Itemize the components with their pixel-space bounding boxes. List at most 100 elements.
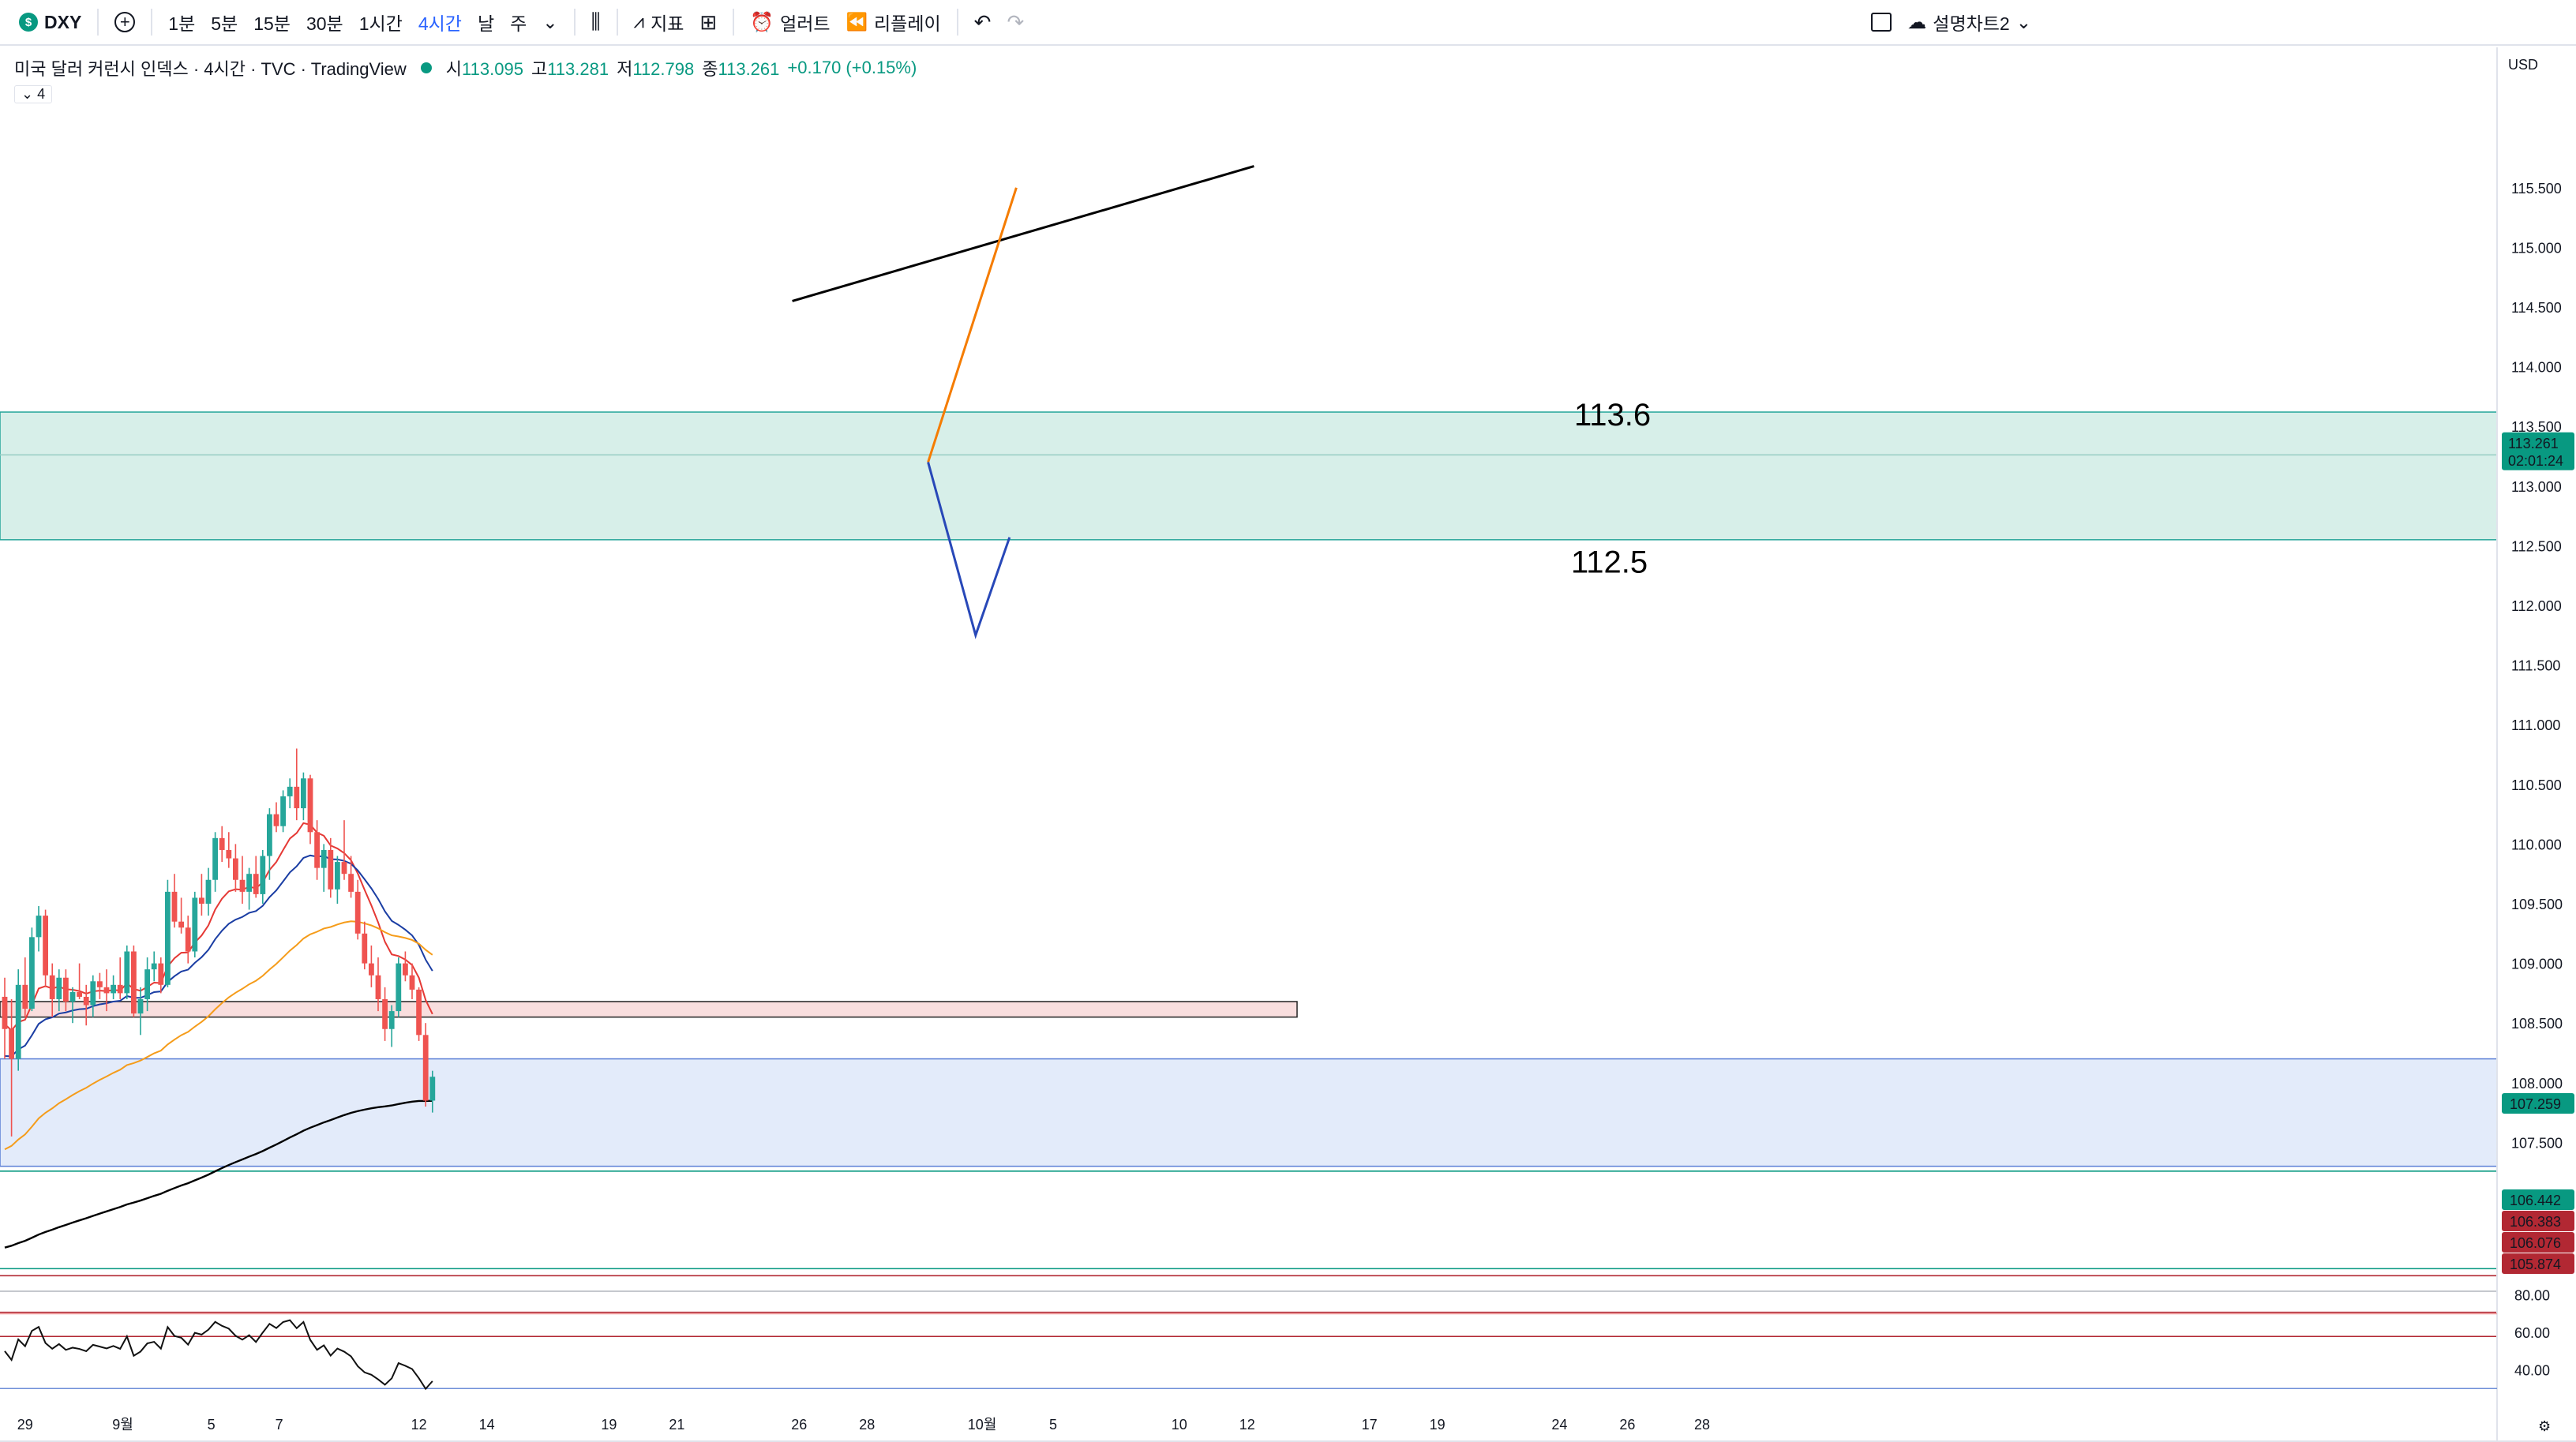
x-tick-17: 26	[1619, 1417, 1635, 1433]
candle-body-62	[422, 1035, 429, 1101]
toolbar-divider	[97, 9, 99, 36]
toolbar-divider	[956, 9, 958, 36]
bearish-projection	[927, 462, 1011, 639]
candle-body-6	[43, 916, 48, 976]
interval-dropdown[interactable]: ⌄	[534, 0, 565, 45]
candle-body-60	[409, 975, 415, 990]
undo-button[interactable]: ↶	[966, 0, 999, 45]
x-tick-12: 10	[1172, 1417, 1187, 1433]
series-line-ema-10	[4, 822, 433, 1032]
indicators-toggle[interactable]: ⌄ 4	[14, 85, 53, 103]
candle-body-24	[165, 891, 171, 985]
y-tick-14: 108.500	[2511, 1016, 2563, 1032]
y-tick-9: 111.000	[2511, 717, 2560, 733]
candle-body-29	[199, 897, 204, 904]
x-tick-6: 19	[601, 1417, 617, 1433]
compare-button[interactable]: +	[107, 0, 143, 45]
fullscreen-button[interactable]	[1863, 0, 1899, 45]
series-line-ema-20	[4, 854, 433, 1058]
grid-icon: ⊞	[699, 9, 718, 34]
chevron-down-icon: ⌄	[2015, 11, 2031, 32]
alert-button[interactable]: ⏰ 얼러트	[742, 0, 838, 45]
x-tick-5: 14	[479, 1417, 495, 1433]
interval-1h[interactable]: 1시간	[358, 13, 403, 34]
chart-background	[0, 47, 2576, 1442]
candle-body-52	[354, 891, 361, 934]
candle-body-51	[348, 874, 354, 892]
candle-body-50	[341, 862, 347, 875]
candle-body-44	[301, 778, 306, 809]
indicators-label: 지표	[651, 13, 684, 34]
toolbar-divider	[733, 9, 735, 36]
candle-body-30	[205, 879, 212, 904]
candle-body-59	[403, 963, 408, 976]
undo-icon: ↶	[973, 9, 992, 34]
y-tick-6: 112.500	[2511, 538, 2562, 554]
y-tick-13: 109.000	[2511, 957, 2563, 972]
price-tag-1	[2502, 1189, 2574, 1210]
replay-button[interactable]: ⏪ 리플레이	[838, 0, 949, 45]
price-tag-0	[2502, 1093, 2574, 1114]
y-tick-11: 110.000	[2511, 837, 2562, 852]
plus-circle-icon: +	[114, 12, 136, 32]
price-tag-value-4: 105.874	[2510, 1257, 2561, 1272]
chart-legend: 미국 달러 커런시 인덱스 · 4시간 · TVC · TradingView …	[14, 55, 917, 81]
price-tag-4	[2502, 1253, 2574, 1274]
x-tick-7: 21	[669, 1417, 684, 1433]
x-tick-18: 28	[1694, 1417, 1710, 1433]
candle-body-17	[117, 984, 123, 994]
indicator-count: 4	[37, 86, 46, 102]
legend-close: 종113.261	[702, 59, 780, 79]
legend-high: 고113.281	[531, 59, 609, 79]
y-tick-16: 107.500	[2511, 1135, 2563, 1151]
chart-type-button[interactable]: ⫼	[583, 0, 609, 45]
templates-button[interactable]: ⊞	[692, 0, 725, 45]
interval-4h[interactable]: 4시간	[418, 13, 462, 34]
legend-title[interactable]: 미국 달러 커런시 인덱스 · 4시간 · TVC · TradingView	[14, 59, 407, 79]
dollar-icon: $	[19, 13, 38, 32]
rewind-icon: ⏪	[846, 12, 868, 32]
symbol-search[interactable]: $ DXY	[11, 0, 89, 45]
indicators-button[interactable]: ⩘ 지표	[626, 0, 692, 45]
cloud-icon: ☁	[1907, 11, 1927, 33]
chart-area[interactable]: 113.6 112.5 115.500 115.000 114.500 114.000 11…	[0, 47, 2576, 1442]
candle-body-47	[321, 849, 327, 868]
toolbar-divider	[616, 9, 618, 36]
annotation-lower: 112.5	[1571, 545, 1648, 579]
alarm-clock-icon: ⏰	[750, 11, 774, 33]
annotation-upper: 113.6	[1574, 398, 1651, 433]
candle-body-4	[29, 937, 35, 1009]
candle-body-22	[151, 963, 157, 970]
x-tick-10: 10월	[968, 1417, 997, 1433]
x-tick-2: 5	[208, 1417, 216, 1433]
price-tag-2	[2502, 1211, 2574, 1231]
candle-body-49	[335, 862, 340, 890]
candle-body-5	[36, 916, 42, 938]
interval-1w[interactable]: 주	[510, 13, 527, 34]
support-zone	[0, 1058, 2498, 1167]
legend-change: +0.170 (+0.15%)	[787, 58, 917, 77]
redo-button[interactable]: ↷	[999, 0, 1032, 45]
layout-menu[interactable]: ☁ 설명차트2 ⌄	[1899, 0, 2039, 45]
y-tick-10: 110.500	[2511, 777, 2562, 793]
candle-body-15	[103, 987, 110, 994]
candle-body-57	[388, 1011, 395, 1029]
x-tick-15: 19	[1430, 1417, 1445, 1433]
series-line-ema-50	[4, 920, 433, 1151]
interval-1d[interactable]: 날	[477, 13, 495, 34]
price-tag-value-0: 107.259	[2510, 1096, 2561, 1112]
candle-body-32	[219, 837, 225, 850]
interval-30m[interactable]: 30분	[306, 13, 343, 34]
candle-body-12	[83, 996, 89, 1006]
interval-15m[interactable]: 15분	[253, 13, 291, 34]
interval-5m[interactable]: 5분	[211, 13, 238, 34]
candle-body-54	[369, 963, 374, 976]
x-tick-8: 26	[791, 1417, 807, 1433]
interval-1m[interactable]: 1분	[168, 13, 196, 34]
gear-icon: ⚙	[2538, 1418, 2551, 1434]
currency-label: USD	[2508, 57, 2538, 73]
candle-body-21	[144, 969, 150, 999]
x-tick-9: 28	[859, 1417, 875, 1433]
top-toolbar: $ DXY + 1분 5분 15분 30분 1시간 4시간 날 주 ⌄ ⫼ ⩘ …	[0, 0, 2576, 46]
candle-body-9	[63, 977, 69, 1002]
